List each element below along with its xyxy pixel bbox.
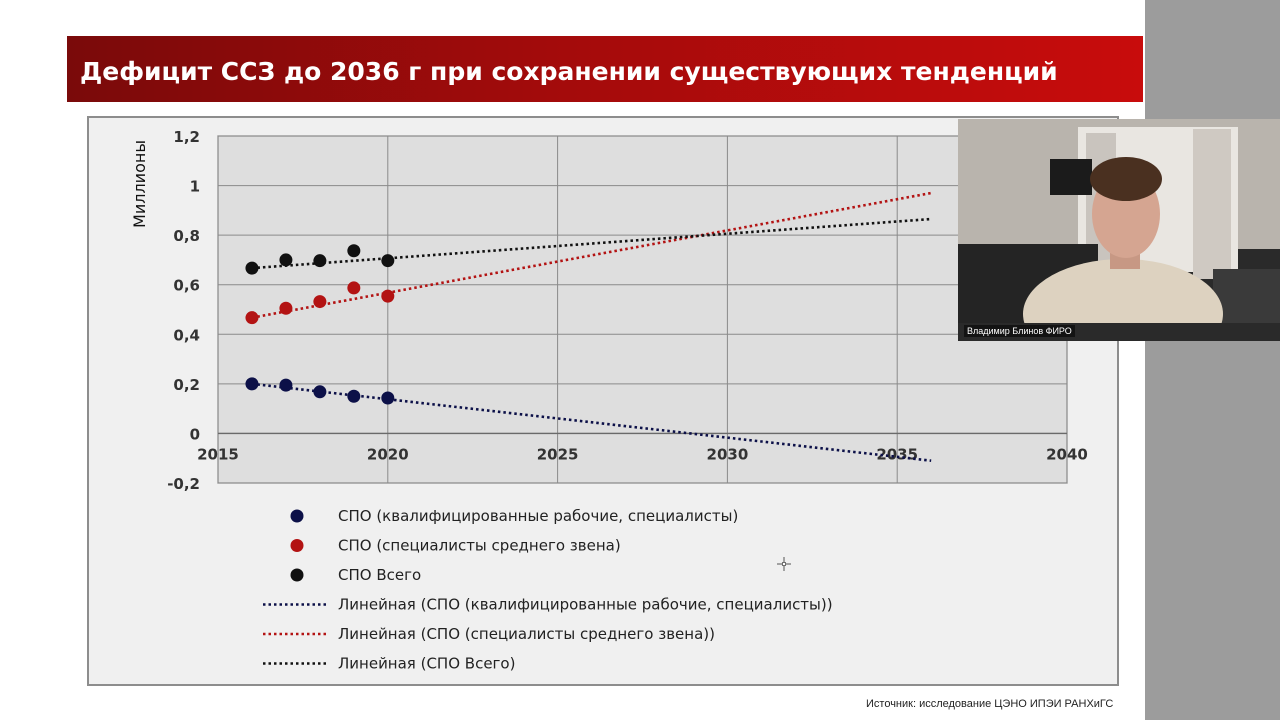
x-tick-label: 2020 (367, 445, 409, 463)
legend-marker (290, 509, 304, 523)
data-point (347, 281, 361, 295)
data-point (245, 377, 259, 391)
legend-label: СПО (квалифицированные рабочие, специали… (338, 507, 738, 525)
x-tick-label: 2030 (707, 445, 749, 463)
participant-name-label: Владимир Блинов ФИРО (964, 325, 1075, 337)
legend-label: СПО Всего (338, 566, 421, 584)
y-tick-label: 0,2 (173, 376, 200, 394)
legend: СПО (квалифицированные рабочие, специали… (263, 507, 833, 673)
chart: 1,2 1 0,8 0,6 0,4 0,2 0 -0,2 2015 2020 2025 2030 203… (130, 128, 1088, 673)
legend-label: СПО (специалисты среднего звена) (338, 537, 621, 555)
data-point (381, 254, 395, 268)
y-tick-label: 0 (190, 425, 200, 443)
data-point (381, 289, 395, 303)
crosshair-cursor-icon (777, 557, 791, 571)
y-tick-label: 0,6 (173, 277, 200, 295)
y-tick-label: 1 (190, 178, 200, 196)
x-tick-label: 2025 (537, 445, 579, 463)
data-point (313, 254, 327, 268)
data-point (279, 253, 293, 267)
legend-label: Линейная (СПО (квалифицированные рабочие… (338, 596, 833, 614)
participant-video[interactable] (958, 119, 1280, 341)
data-point (279, 301, 293, 315)
legend-label: Линейная (СПО (специалисты среднего звен… (338, 625, 715, 643)
side-panel-background (1145, 0, 1280, 720)
y-axis-label: Миллионы (130, 140, 149, 228)
trendline (251, 382, 932, 462)
slide-title: Дефицит ССЗ до 2036 г при сохранении сущ… (80, 57, 1058, 86)
data-point (313, 385, 327, 399)
axes: 1,2 1 0,8 0,6 0,4 0,2 0 -0,2 2015 2020 2025 2030 203… (130, 128, 1088, 493)
title-bar (67, 36, 1143, 102)
y-tick-label: 0,4 (173, 326, 200, 344)
data-point (313, 295, 327, 309)
trendline (251, 217, 932, 270)
data-point (347, 389, 361, 403)
trendlines (251, 191, 932, 462)
data-point (279, 378, 293, 392)
x-tick-label: 2015 (197, 445, 239, 463)
y-tick-label: -0,2 (167, 475, 200, 493)
x-tick-label: 2040 (1046, 445, 1088, 463)
source-note: Источник: исследование ЦЭНО ИПЭИ РАНХиГС (866, 698, 1114, 710)
legend-marker (290, 568, 304, 582)
legend-label: Линейная (СПО Всего) (338, 655, 515, 673)
data-point (245, 311, 259, 325)
data-points (245, 244, 395, 405)
data-point (245, 261, 259, 275)
data-point (347, 244, 361, 258)
y-tick-label: 0,8 (173, 227, 200, 245)
data-point (381, 391, 395, 405)
x-tick-label: 2035 (876, 445, 918, 463)
y-tick-label: 1,2 (173, 128, 200, 146)
legend-marker (290, 539, 304, 552)
plot-area (217, 135, 1068, 484)
